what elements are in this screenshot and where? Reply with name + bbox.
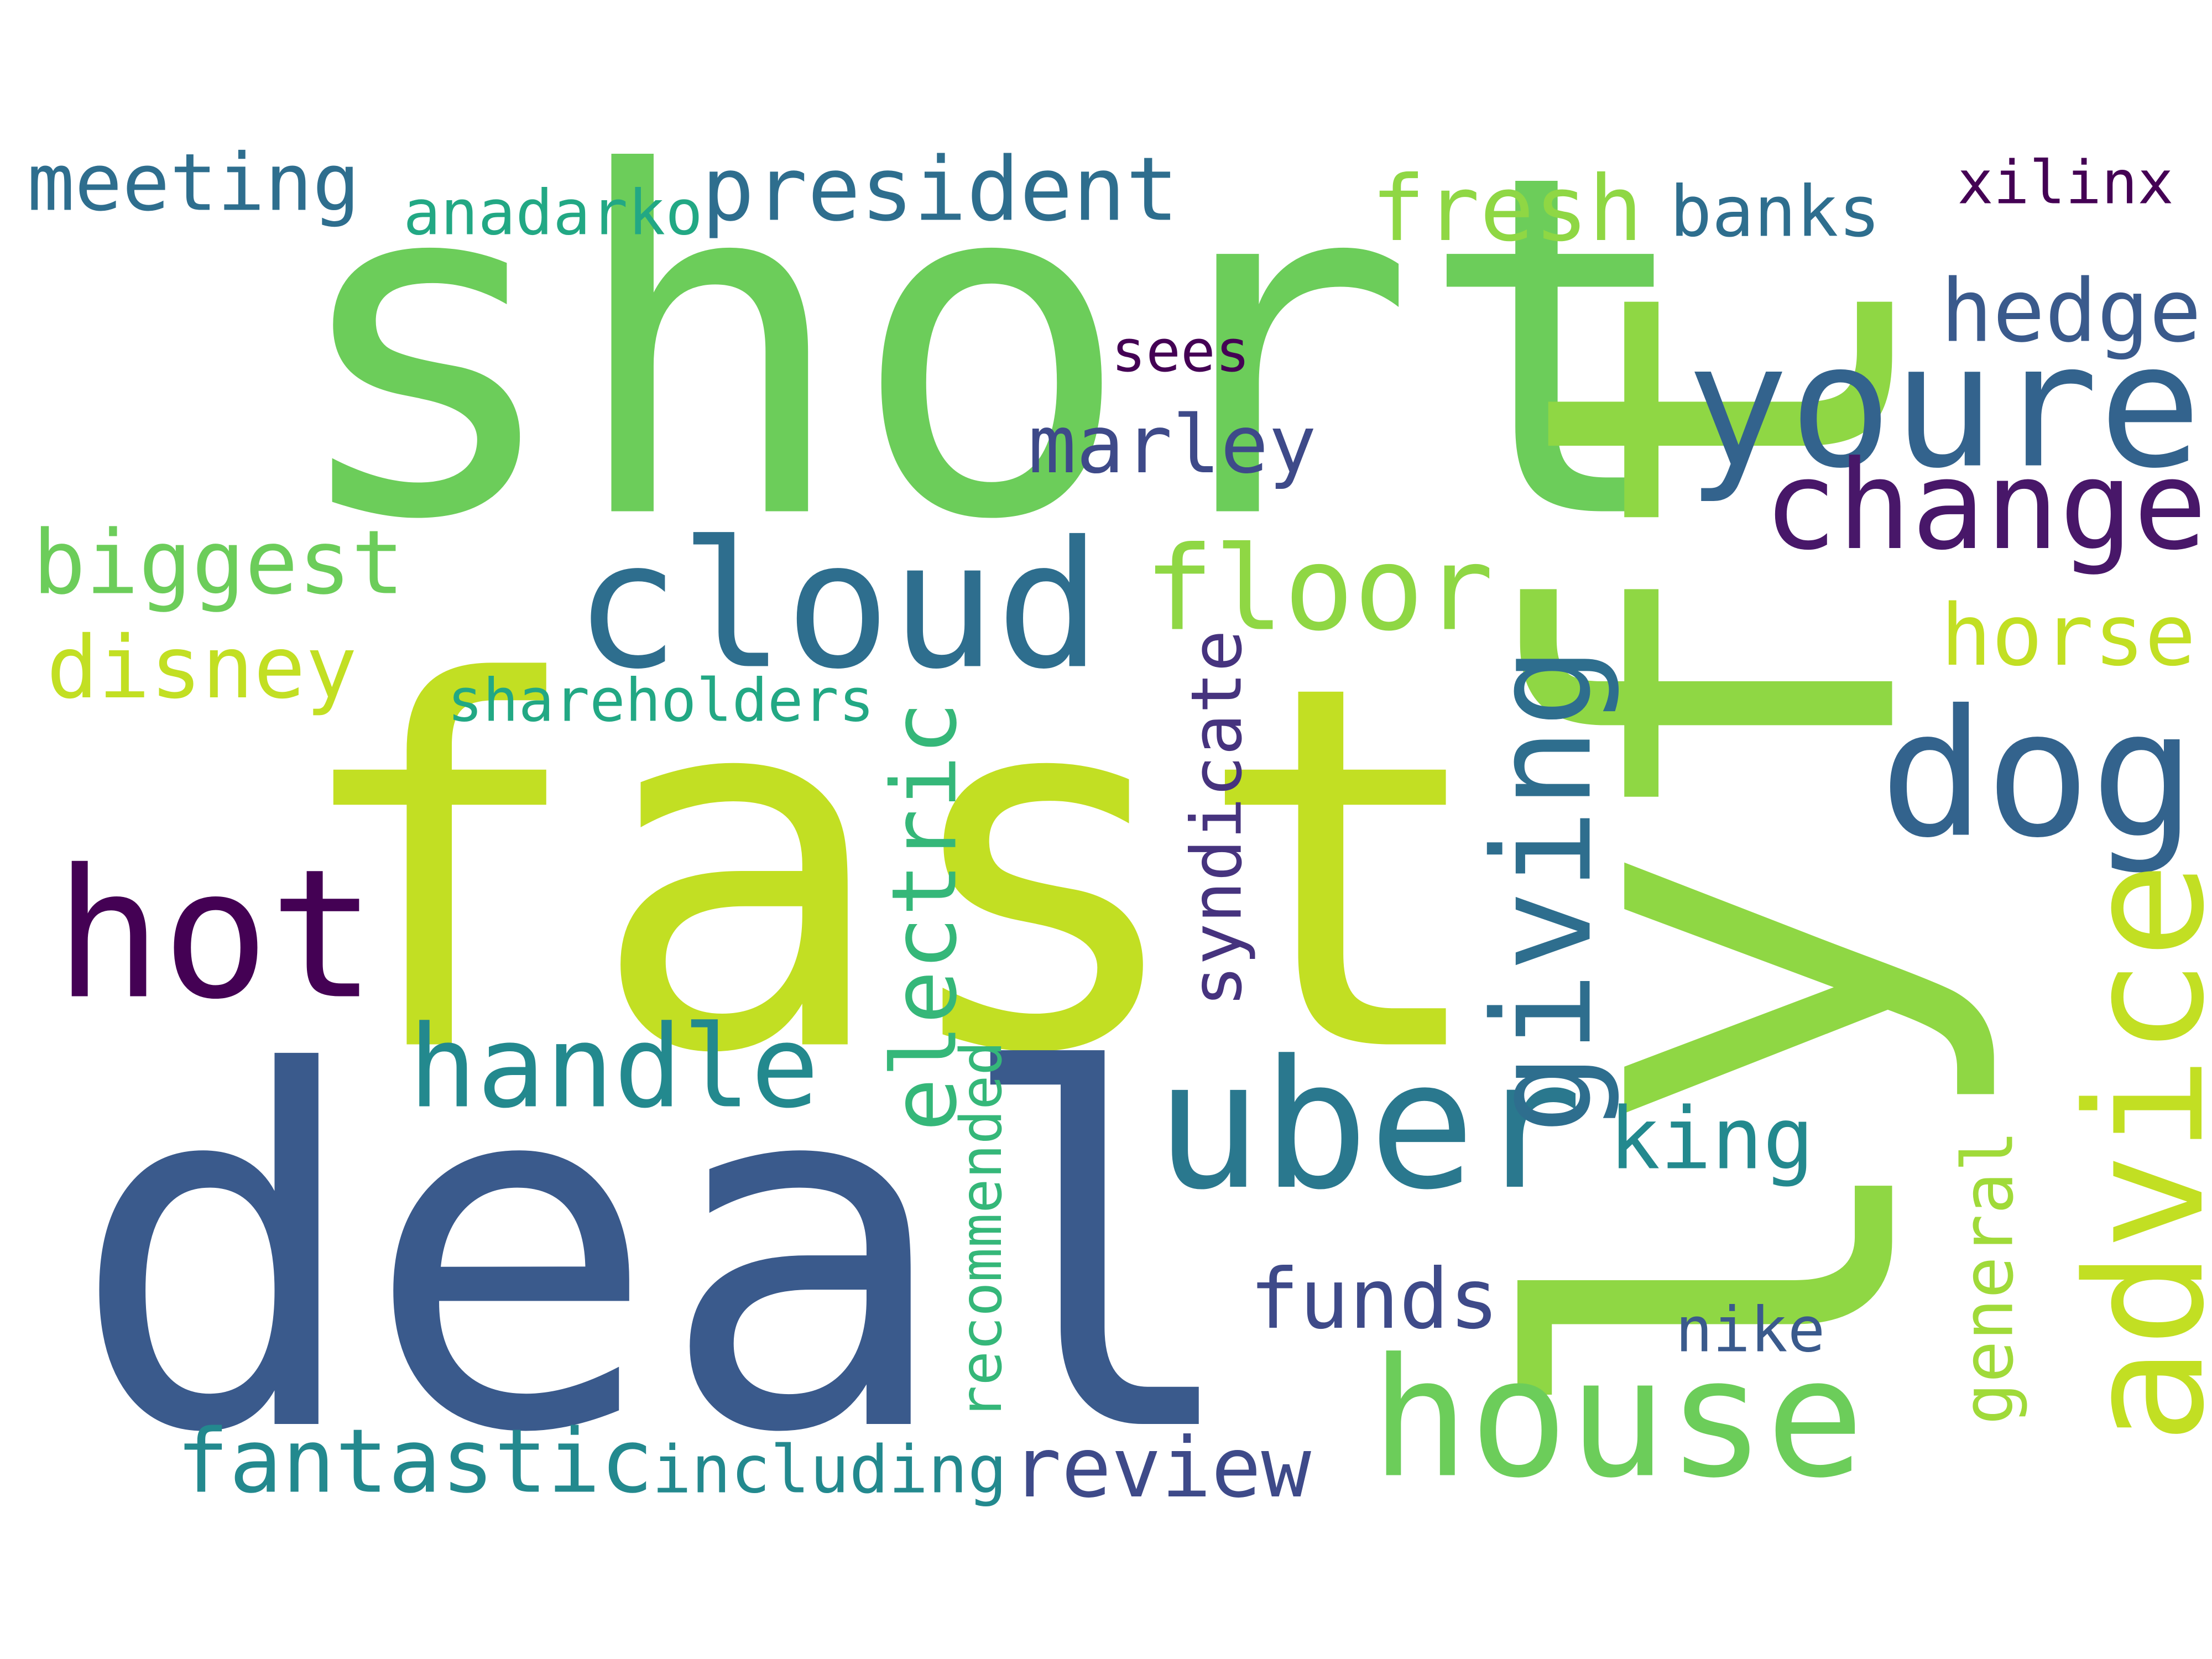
word-president: president (701, 138, 1178, 241)
word-nike: nike (1676, 1294, 1825, 1366)
word-deal: deal (70, 971, 1246, 1540)
word-meeting: meeting (27, 137, 360, 229)
word-fresh: fresh (1371, 156, 1643, 262)
word-general: general (1948, 1130, 2029, 1425)
word-funds: funds (1249, 1251, 1499, 1348)
word-review: review (1011, 1420, 1312, 1516)
word-floor: floor (1144, 521, 1494, 657)
word-recommended: recommended (948, 1041, 1015, 1420)
word-shareholders: shareholders (447, 667, 874, 735)
word-marley: marley (1028, 399, 1317, 492)
word-disney: disney (46, 618, 357, 718)
word-fast: fast (285, 579, 1495, 1164)
word-including: including (652, 1432, 1007, 1508)
word-cloud: cloud (574, 504, 1101, 708)
word-uber: uber (1155, 1022, 1583, 1229)
word-biggest: biggest (33, 512, 404, 614)
word-anadarko: anadarko (403, 177, 703, 249)
word-youre: youre (1686, 307, 2201, 507)
word-horse: horse (1940, 587, 2195, 685)
word-giving: giving (1464, 646, 1622, 1135)
word-lyft: lyft (1438, 254, 2008, 1433)
word-change: change (1764, 435, 2208, 577)
word-syndicate: syndicate (1176, 630, 1258, 1007)
word-king: king (1609, 1090, 1814, 1189)
word-short: short (283, 75, 1700, 623)
word-xilinx: xilinx (1957, 148, 2173, 218)
word-sees: sees (1112, 317, 1250, 385)
word-electric: electric (873, 702, 977, 1132)
word-advice: advice (2052, 862, 2212, 1444)
word-hedge: hedge (1940, 261, 2201, 362)
word-fantastic: fantastic (176, 1410, 653, 1513)
word-dog: dog (1880, 672, 2196, 877)
word-banks: banks (1670, 171, 1880, 253)
word-house: house (1370, 1323, 1864, 1514)
word-hot: hot (55, 831, 377, 1039)
word-handle: handle (409, 1001, 820, 1134)
